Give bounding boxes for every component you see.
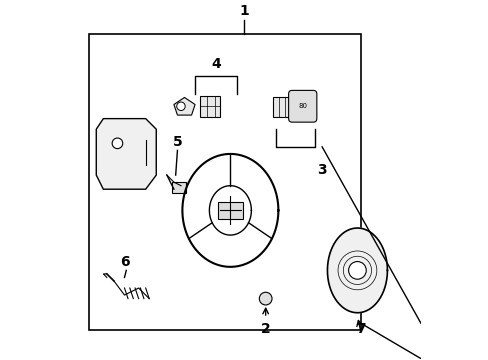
- Polygon shape: [327, 228, 386, 313]
- Polygon shape: [96, 119, 156, 189]
- Polygon shape: [174, 98, 195, 115]
- Text: 80: 80: [298, 103, 306, 109]
- Bar: [89, 34, 360, 330]
- Text: 5: 5: [172, 135, 182, 149]
- Bar: [272, 98, 290, 117]
- FancyBboxPatch shape: [288, 90, 316, 122]
- Text: 2: 2: [260, 321, 270, 336]
- Circle shape: [348, 262, 366, 279]
- Bar: [200, 96, 219, 117]
- Circle shape: [112, 138, 122, 149]
- Circle shape: [176, 102, 185, 111]
- Circle shape: [259, 292, 271, 305]
- Bar: [172, 182, 186, 193]
- Text: 1: 1: [239, 4, 249, 18]
- Text: 4: 4: [211, 57, 221, 71]
- Text: 6: 6: [120, 255, 129, 269]
- Text: 7: 7: [355, 322, 365, 336]
- Text: 3: 3: [317, 163, 326, 177]
- Bar: [218, 202, 242, 219]
